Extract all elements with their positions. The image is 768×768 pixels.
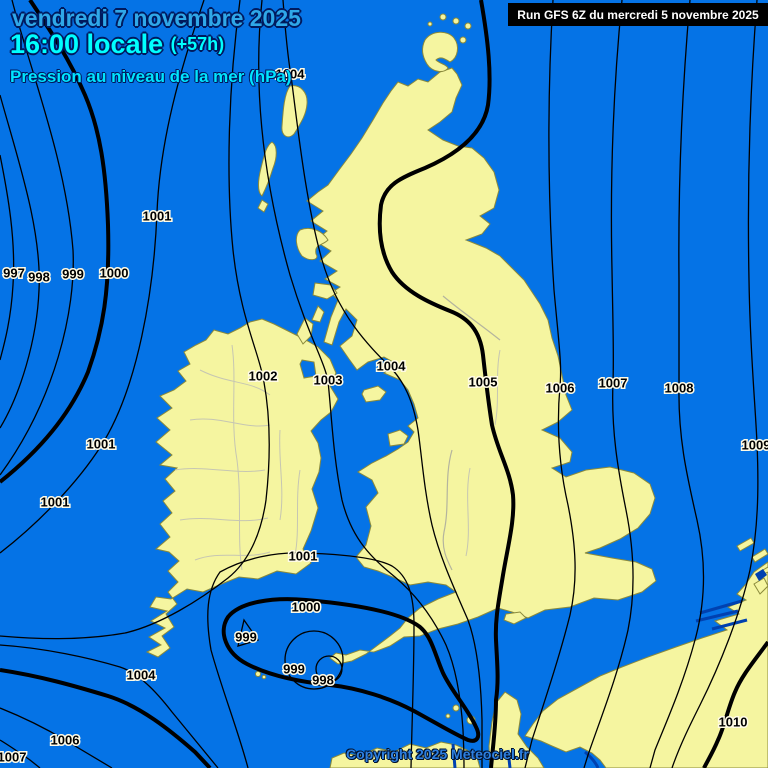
isobar-label: 1002 <box>249 369 278 384</box>
isobar-998-cell <box>315 655 343 683</box>
isobar-997 <box>0 154 15 361</box>
isobar-999-cell-west <box>237 618 260 647</box>
isobar-label: 999 <box>283 662 305 677</box>
isobar-label: 999 <box>235 630 257 645</box>
isobar-1005-bold <box>377 0 516 768</box>
isobar-label: 1004 <box>127 668 157 683</box>
isobar-1000-bold <box>0 0 111 484</box>
isobar-1007 <box>583 0 634 768</box>
orkney-islands <box>422 13 472 72</box>
isobar-label: 1004 <box>377 359 407 374</box>
isobar-998 <box>0 94 40 429</box>
isobar-label: 1001 <box>143 209 172 224</box>
ireland <box>145 318 339 658</box>
isobar-1007-sw <box>0 739 41 768</box>
cotentin-peninsula <box>488 691 545 768</box>
isle-of-wight <box>503 611 527 625</box>
isobar-label: 997 <box>3 266 25 281</box>
isobar-label: 1001 <box>289 549 318 564</box>
isobar-1000-low-bold <box>221 597 481 743</box>
isobar-1006-sw <box>0 707 113 768</box>
forecast-date: vendredi 7 novembre 2025 <box>12 5 301 31</box>
isobar-1009 <box>671 0 759 768</box>
isobar-1004 <box>282 0 483 768</box>
great-britain <box>306 67 657 665</box>
isobar-label: 998 <box>312 673 334 688</box>
admin-borders <box>174 295 501 571</box>
forecast-time-label: 16:00 locale <box>10 29 164 59</box>
forecast-offset: (+57h) <box>170 34 225 54</box>
copyright-notice: Copyright 2025 Meteociel.fr <box>346 746 529 762</box>
map-subtitle: Pression au niveau de la mer (hPa) <box>10 67 292 86</box>
isobar-label: 998 <box>28 270 50 285</box>
isobar-label: 1005 <box>469 375 498 390</box>
isle-of-man <box>361 385 387 403</box>
isobar-1001 <box>0 0 205 554</box>
isobar-1010-bold <box>702 640 768 768</box>
isobar-1002 <box>0 0 270 640</box>
brittany <box>329 741 481 768</box>
isobar-label: 1000 <box>292 600 321 615</box>
isobar-label: 1003 <box>314 373 343 388</box>
isobar-label: 1007 <box>599 376 628 391</box>
run-info-label: Run GFS 6Z du mercredi 5 novembre 2025 <box>517 7 759 22</box>
isobar-999 <box>0 0 74 476</box>
isobar-label: 1000 <box>100 266 129 281</box>
landmass-group <box>145 13 768 768</box>
isobar-label: 1010 <box>719 715 748 730</box>
scilly-isles <box>255 671 267 680</box>
isobar-1005-sw-bold <box>0 668 212 768</box>
isobar-1006 <box>524 0 576 768</box>
isobar-1008 <box>649 0 705 768</box>
run-info-box: Run GFS 6Z du mercredi 5 novembre 2025 <box>508 3 768 26</box>
isobar-1001-low <box>207 552 415 768</box>
isobar-label: 1001 <box>41 495 70 510</box>
isobar-label: 1008 <box>665 381 694 396</box>
isobar-label: 1009 <box>742 438 768 453</box>
isobar-label: 1004 <box>276 67 306 82</box>
forecast-time: 16:00 locale (+57h) <box>10 29 224 60</box>
isobar-label: 1006 <box>51 733 80 748</box>
isobar-label: 999 <box>62 267 84 282</box>
isobar-1003 <box>258 0 465 768</box>
rivers <box>451 569 767 768</box>
isobar-label: 1007 <box>0 750 26 765</box>
lough-neagh <box>299 359 317 379</box>
isobar-label: 1006 <box>546 381 575 396</box>
anglesey <box>387 429 409 447</box>
isobar-999-cell <box>284 630 344 690</box>
hebrides-islands <box>257 85 338 345</box>
isobar-1004-sw <box>0 644 219 768</box>
isobar-label: 1001 <box>87 437 116 452</box>
